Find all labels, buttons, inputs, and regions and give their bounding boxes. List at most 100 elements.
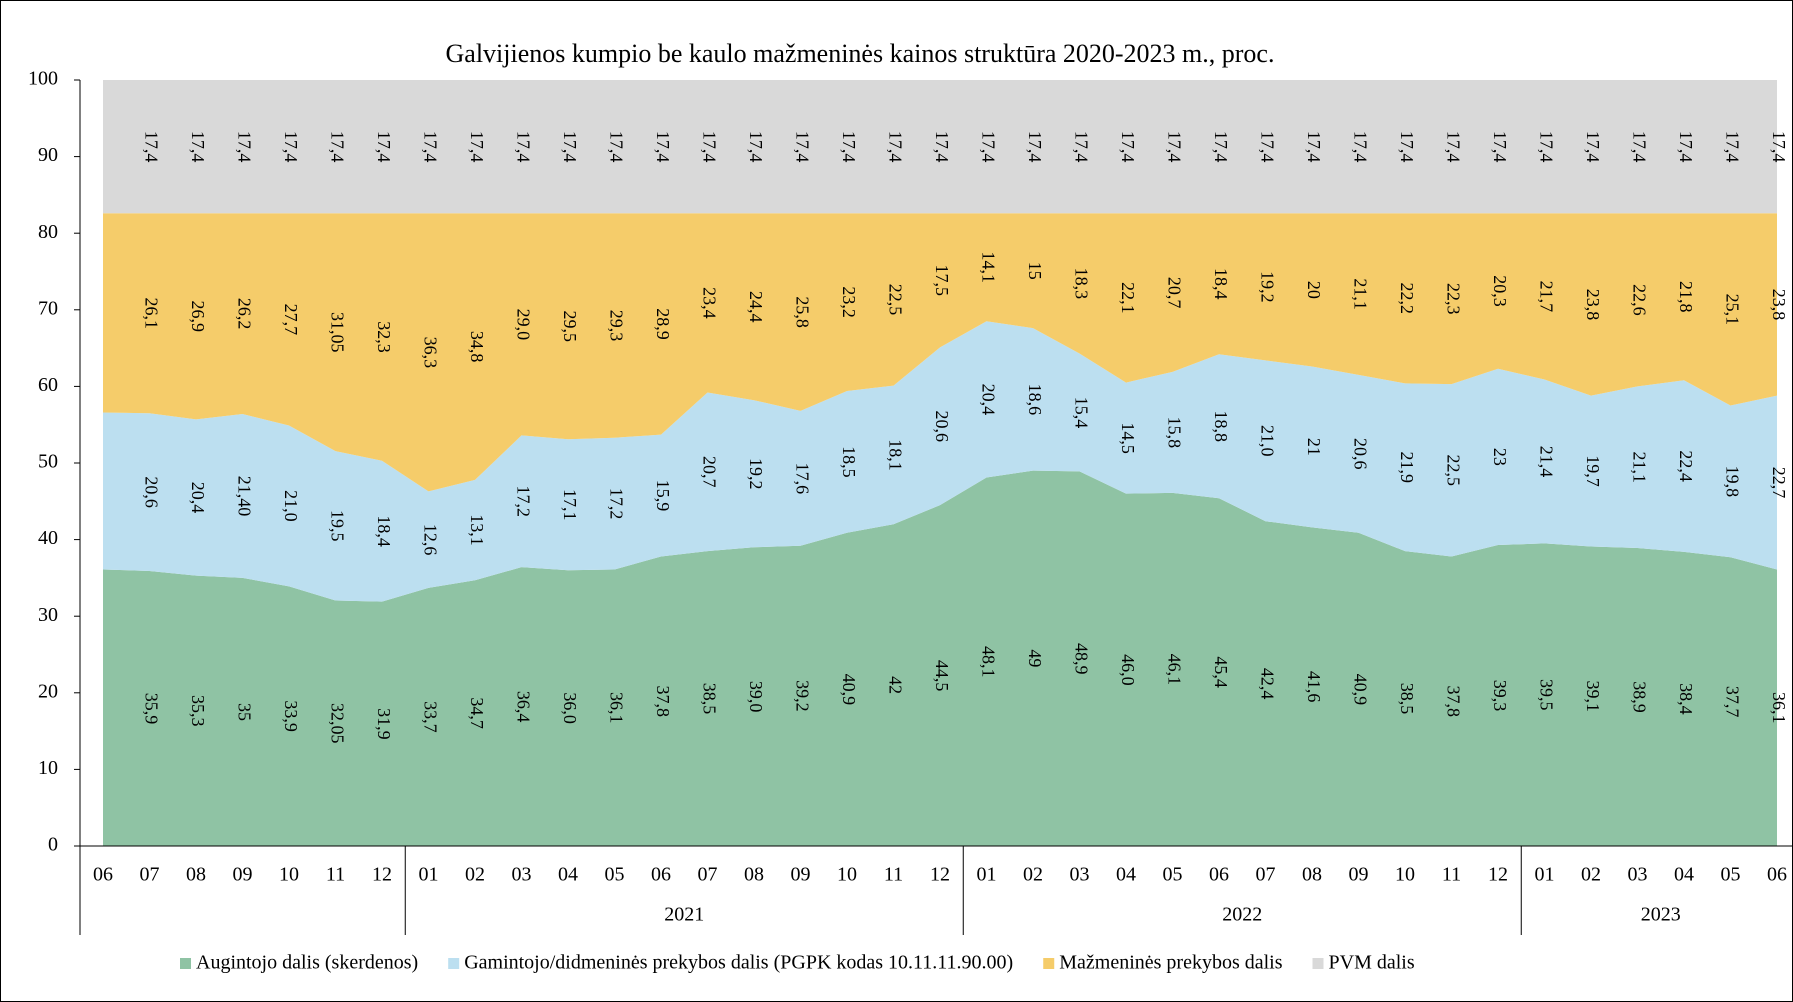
- area: [103, 470, 1777, 846]
- group-label: 2022: [1222, 904, 1262, 926]
- data-label: 17,4: [513, 131, 533, 163]
- data-label: 18,8: [1211, 410, 1231, 442]
- data-label: 23: [1490, 448, 1510, 466]
- data-label: 13,1: [467, 514, 487, 546]
- data-label: 17,4: [1211, 131, 1231, 163]
- group-label: 2021: [664, 904, 704, 926]
- y-tick-label: 60: [38, 374, 58, 396]
- data-label: 41,6: [1304, 671, 1324, 703]
- data-label: 17,4: [327, 131, 347, 163]
- data-label: 17,4: [281, 131, 301, 163]
- data-label: 38,5: [1397, 683, 1417, 715]
- data-label: 23,2: [839, 286, 859, 318]
- data-label: 21,7: [1536, 281, 1556, 313]
- data-label: 17,4: [1257, 131, 1277, 163]
- data-label: 26,2: [234, 298, 254, 330]
- y-tick-label: 30: [38, 604, 58, 626]
- data-label: 20: [1304, 281, 1324, 299]
- data-label: 31,05: [327, 312, 347, 353]
- data-label: 35: [234, 703, 254, 721]
- y-tick-label: 50: [38, 451, 58, 473]
- x-tick-label: 02: [1581, 864, 1601, 886]
- data-label: 17,5: [932, 265, 952, 297]
- chart-title: Galvijienos kumpio be kaulo mažmeninės k…: [446, 39, 1275, 68]
- area: [103, 321, 1777, 602]
- data-label: 25,1: [1722, 294, 1742, 326]
- y-tick-label: 90: [38, 144, 58, 166]
- data-label: 21,1: [1350, 278, 1370, 310]
- data-label: 19,2: [746, 458, 766, 490]
- data-label: 21: [1304, 438, 1324, 456]
- data-label: 17,2: [513, 486, 533, 518]
- data-label: 17,4: [1536, 131, 1556, 163]
- data-label: 17,2: [606, 488, 626, 520]
- data-label: 17,4: [188, 131, 208, 163]
- data-label: 17,4: [1071, 131, 1091, 163]
- x-tick-label: 06: [1209, 864, 1229, 886]
- data-label: 18,4: [374, 515, 394, 547]
- x-tick-label: 07: [698, 864, 718, 886]
- x-tick-label: 06: [651, 864, 671, 886]
- x-tick-label: 10: [837, 864, 857, 886]
- legend-label: Gamintojo/didmeninės prekybos dalis (PGP…: [464, 952, 1013, 974]
- area: [103, 80, 1777, 214]
- data-label: 39,2: [792, 680, 812, 712]
- data-label: 39,5: [1536, 679, 1556, 711]
- data-label: 22,7: [1769, 467, 1789, 499]
- data-label: 33,7: [420, 701, 440, 733]
- data-label: 17,4: [885, 131, 905, 163]
- data-label: 27,7: [281, 304, 301, 336]
- data-label: 35,9: [141, 693, 161, 725]
- y-tick-label: 40: [38, 527, 58, 549]
- data-label: 14,5: [1118, 422, 1138, 454]
- data-label: 17,4: [1304, 131, 1324, 163]
- data-label: 17,4: [792, 131, 812, 163]
- x-tick-label: 02: [1023, 864, 1043, 886]
- data-label: 19,8: [1722, 466, 1742, 498]
- data-label: 32,3: [374, 321, 394, 353]
- data-label: 48,1: [978, 646, 998, 678]
- data-label: 26,9: [188, 301, 208, 333]
- data-label: 15,4: [1071, 397, 1091, 429]
- data-label: 18,6: [1025, 384, 1045, 416]
- data-label: 17,4: [560, 131, 580, 163]
- data-label: 22,4: [1676, 450, 1696, 482]
- data-label: 36,3: [420, 337, 440, 369]
- x-tick-label: 07: [140, 864, 160, 886]
- x-tick-label: 04: [558, 864, 578, 886]
- data-label: 20,3: [1490, 275, 1510, 307]
- data-label: 22,1: [1118, 282, 1138, 314]
- data-label: 49: [1025, 649, 1045, 667]
- x-tick-label: 01: [977, 864, 997, 886]
- data-label: 46,1: [1164, 654, 1184, 686]
- data-label: 40,9: [1350, 674, 1370, 706]
- x-tick-label: 04: [1674, 864, 1694, 886]
- data-label: 42,4: [1257, 668, 1277, 700]
- data-label: 36,1: [1769, 692, 1789, 724]
- legend-swatch: [448, 958, 460, 969]
- data-label: 15: [1025, 262, 1045, 280]
- data-label: 36,1: [606, 692, 626, 724]
- data-label: 20,6: [1350, 438, 1370, 470]
- x-tick-label: 01: [419, 864, 439, 886]
- data-label: 29,3: [606, 310, 626, 342]
- data-label: 33,9: [281, 700, 301, 732]
- x-tick-label: 05: [1163, 864, 1183, 886]
- x-tick-label: 03: [1070, 864, 1090, 886]
- data-label: 37,7: [1722, 686, 1742, 718]
- data-label: 40,9: [839, 674, 859, 706]
- data-label: 29,5: [560, 311, 580, 343]
- x-tick-label: 10: [279, 864, 299, 886]
- data-label: 32,05: [327, 703, 347, 744]
- data-label: 17,1: [560, 489, 580, 521]
- x-tick-label: 08: [1302, 864, 1322, 886]
- legend-swatch: [1312, 958, 1324, 969]
- x-tick-label: 10: [1395, 864, 1415, 886]
- data-label: 21,4: [1536, 446, 1556, 478]
- data-label: 15,9: [653, 480, 673, 512]
- data-label: 29,0: [513, 309, 533, 341]
- x-tick-label: 02: [465, 864, 485, 886]
- x-tick-label: 08: [186, 864, 206, 886]
- data-label: 12,6: [420, 524, 440, 556]
- data-label: 17,4: [1629, 131, 1649, 163]
